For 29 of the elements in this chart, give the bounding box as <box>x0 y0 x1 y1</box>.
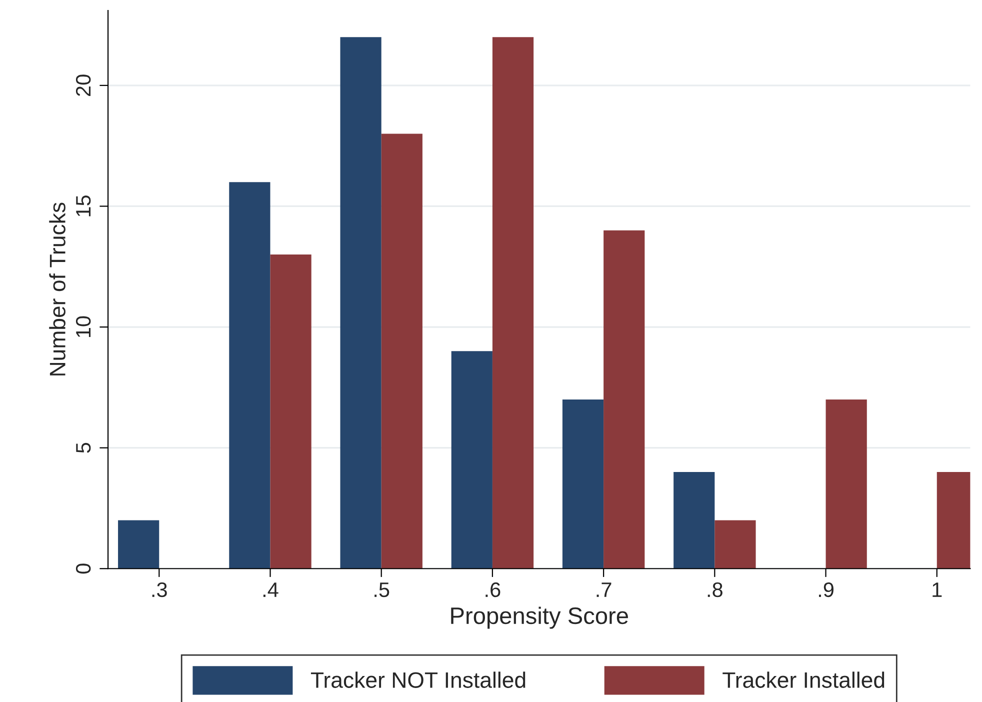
x-tick-label: .3 <box>152 582 167 598</box>
y-tick-label: 15 <box>76 196 91 216</box>
bar <box>229 182 270 569</box>
x-tick-label: .5 <box>374 582 390 598</box>
x-tick-label: .8 <box>708 582 722 598</box>
bar <box>714 520 756 569</box>
bar <box>270 254 312 569</box>
y-tick-label: 10 <box>76 316 91 338</box>
y-tick-label: 5 <box>76 442 91 453</box>
legend-label: Tracker NOT Installed <box>310 672 526 688</box>
y-tick-label: 0 <box>76 564 91 574</box>
bar <box>381 134 422 569</box>
bar <box>826 400 867 569</box>
x-tick-label: .4 <box>263 582 278 597</box>
y-tick-label: 20 <box>76 74 91 96</box>
bar <box>604 230 645 569</box>
x-axis-title: Propensity Score <box>451 606 628 629</box>
bar <box>674 472 715 569</box>
y-axis-title: Number of Trucks <box>49 202 66 376</box>
x-tick-label: .7 <box>596 582 612 597</box>
bar <box>451 351 492 569</box>
x-tick-label: .9 <box>818 582 834 598</box>
x-tick-label: .6 <box>486 582 500 598</box>
bar <box>562 400 604 569</box>
bar <box>492 37 534 569</box>
bar <box>340 37 382 569</box>
legend-label: Tracker Installed <box>722 672 884 688</box>
bar <box>118 520 160 569</box>
x-tick-label: 1 <box>932 582 942 597</box>
